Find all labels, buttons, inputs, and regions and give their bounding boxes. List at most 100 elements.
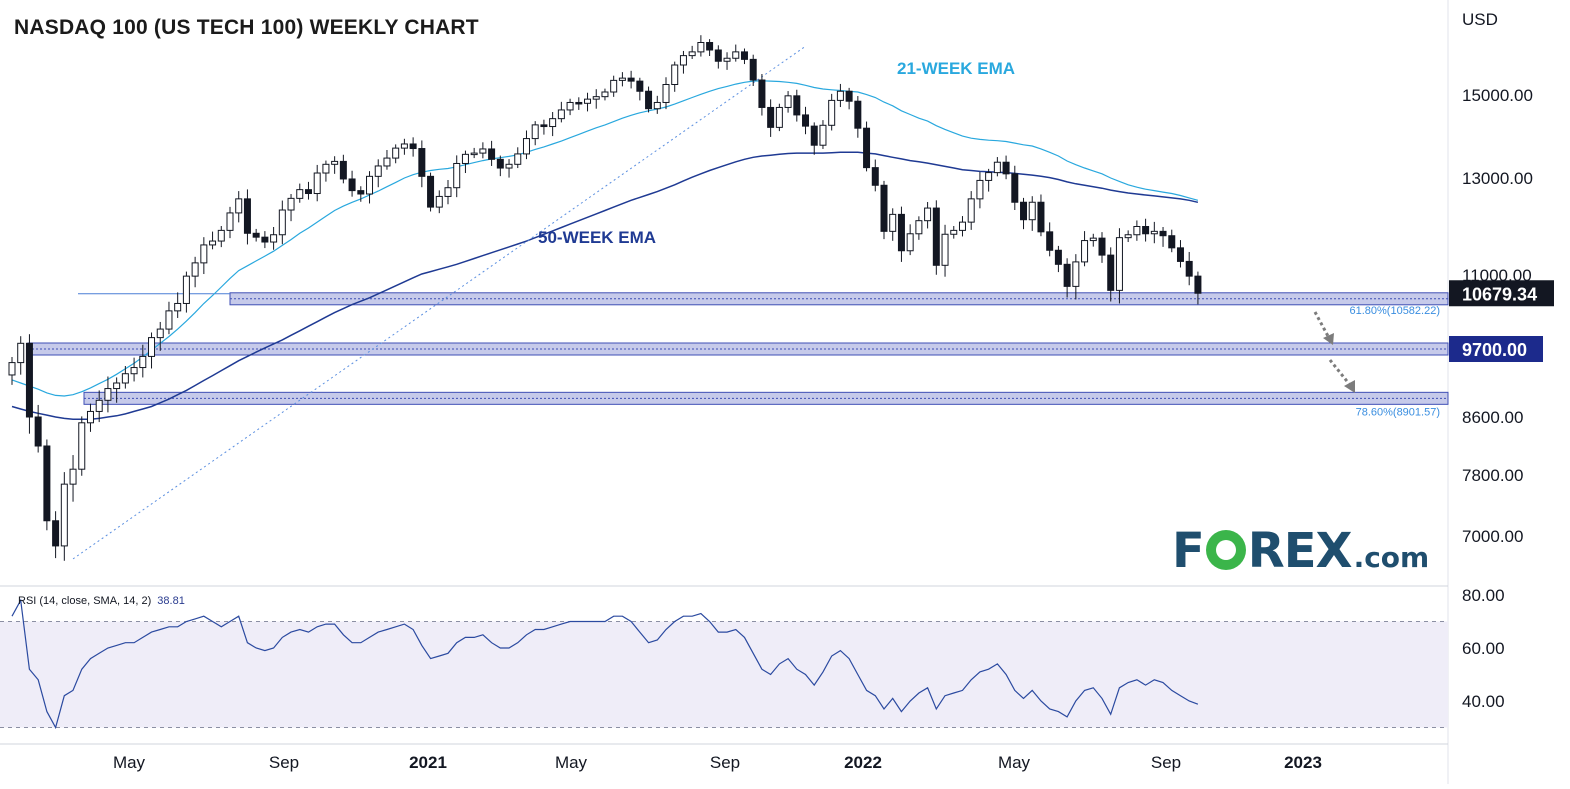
candle-up: [104, 388, 112, 401]
candle-up: [313, 172, 321, 195]
price-tick-label: 13000.00: [1462, 169, 1533, 188]
candle-up: [60, 483, 68, 547]
candle-up: [470, 152, 478, 156]
candle-up: [514, 153, 522, 165]
candle-up: [444, 187, 452, 197]
candle-up: [985, 172, 993, 181]
candle-down: [1098, 237, 1106, 256]
candle-up: [461, 153, 469, 164]
candle-up: [967, 198, 975, 223]
candle-down: [1176, 247, 1184, 262]
rsi-tick-label: 40.00: [1462, 692, 1505, 711]
candle-up: [174, 302, 182, 312]
candle-up: [78, 422, 86, 470]
time-tick-label: Sep: [269, 753, 299, 772]
candle-up: [235, 198, 243, 214]
candle-down: [52, 520, 60, 547]
candle-up: [679, 55, 687, 66]
candle-down: [749, 58, 757, 81]
candle-up: [618, 77, 626, 81]
candle-up: [976, 179, 984, 200]
ema21-layer: [11, 80, 1199, 397]
time-tick-label: 2023: [1284, 753, 1322, 772]
rsi-tick-label: 60.00: [1462, 639, 1505, 658]
candle-down: [540, 124, 548, 128]
candle-up: [505, 163, 513, 169]
time-tick-label: Sep: [1151, 753, 1181, 772]
logo-suffix: REX: [1247, 523, 1353, 579]
fib-78-6-label: 78.60%(8901.57): [1356, 406, 1440, 418]
candle-down: [793, 95, 801, 116]
candle-down: [1194, 275, 1202, 294]
forex-com-logo: F REX.com: [1172, 523, 1429, 579]
candle-down: [1002, 161, 1010, 175]
last-price-label: 10679.34: [1462, 284, 1537, 304]
candle-down: [427, 175, 435, 208]
candle-up: [566, 101, 574, 111]
candle-up: [557, 109, 565, 120]
candle-up: [130, 367, 138, 375]
annotation-labels: 61.80%(10582.22) 78.60%(8901.57) 21-WEEK E…: [538, 59, 1440, 418]
candle-down: [706, 42, 714, 51]
candle-up: [828, 99, 836, 126]
candle-up: [331, 160, 339, 165]
rsi-pane: 80.00 60.00 40.00: [0, 586, 1505, 730]
candle-down: [810, 125, 818, 146]
price-tick-label: 8600.00: [1462, 408, 1523, 427]
candle-up: [1089, 237, 1097, 242]
candle-up: [1028, 201, 1036, 221]
candle-up: [374, 165, 382, 177]
candle-down: [43, 445, 51, 522]
rsi-tick-label: 80.00: [1462, 586, 1505, 605]
candle-down: [252, 232, 260, 238]
time-tick-label: Sep: [710, 753, 740, 772]
candle-down: [1037, 201, 1045, 233]
candle-down: [1011, 173, 1019, 203]
candle-up: [139, 355, 147, 369]
time-axis: May Sep 2021 May Sep 2022 May Sep 2023: [113, 753, 1322, 772]
arrow-to-8900: [1328, 359, 1352, 386]
candle-up: [296, 189, 304, 199]
candle-up: [95, 399, 103, 412]
candle-up: [1081, 240, 1089, 263]
candle-up: [915, 220, 923, 235]
candle-down: [645, 90, 653, 110]
candle-down: [1159, 230, 1167, 237]
level-9700-label: 9700.00: [1462, 340, 1527, 360]
ema21-label: 21-WEEK EMA: [897, 59, 1015, 78]
candle-down: [627, 77, 635, 82]
candle-up: [392, 147, 400, 159]
fib-61-8-label: 61.80%(10582.22): [1349, 305, 1440, 317]
candle-down: [758, 79, 766, 108]
arrow-to-9700: [1313, 311, 1331, 339]
price-axis: 15000.00 13000.00 11000.00 8600.00 7800.00 70…: [1449, 86, 1554, 546]
candle-up: [958, 221, 966, 231]
candle-down: [880, 184, 888, 232]
candle-up: [1124, 234, 1132, 239]
candle-down: [25, 342, 33, 418]
candle-up: [697, 42, 705, 53]
level-9700-tag: [1449, 336, 1543, 362]
logo-o-mark: [1205, 530, 1246, 570]
time-tick-label: 2021: [409, 753, 447, 772]
candle-up: [8, 362, 16, 376]
time-tick-label: 2022: [844, 753, 882, 772]
candle-down: [357, 190, 365, 195]
candle-up: [1072, 261, 1080, 287]
candle-up: [270, 234, 278, 243]
price-tick-label: 15000.00: [1462, 86, 1533, 105]
candle-down: [1054, 249, 1062, 265]
candle-down: [1020, 201, 1028, 221]
candle-up: [69, 468, 77, 485]
logo-prefix: F: [1172, 523, 1205, 579]
candle-up: [592, 96, 600, 100]
candle-up: [191, 262, 199, 277]
candle-down: [1063, 263, 1071, 287]
candle-down: [1185, 260, 1193, 277]
candle-down: [488, 148, 496, 160]
candle-up: [584, 98, 592, 104]
candle-up: [287, 197, 295, 211]
candle-up: [723, 57, 731, 62]
candle-down: [418, 148, 426, 177]
